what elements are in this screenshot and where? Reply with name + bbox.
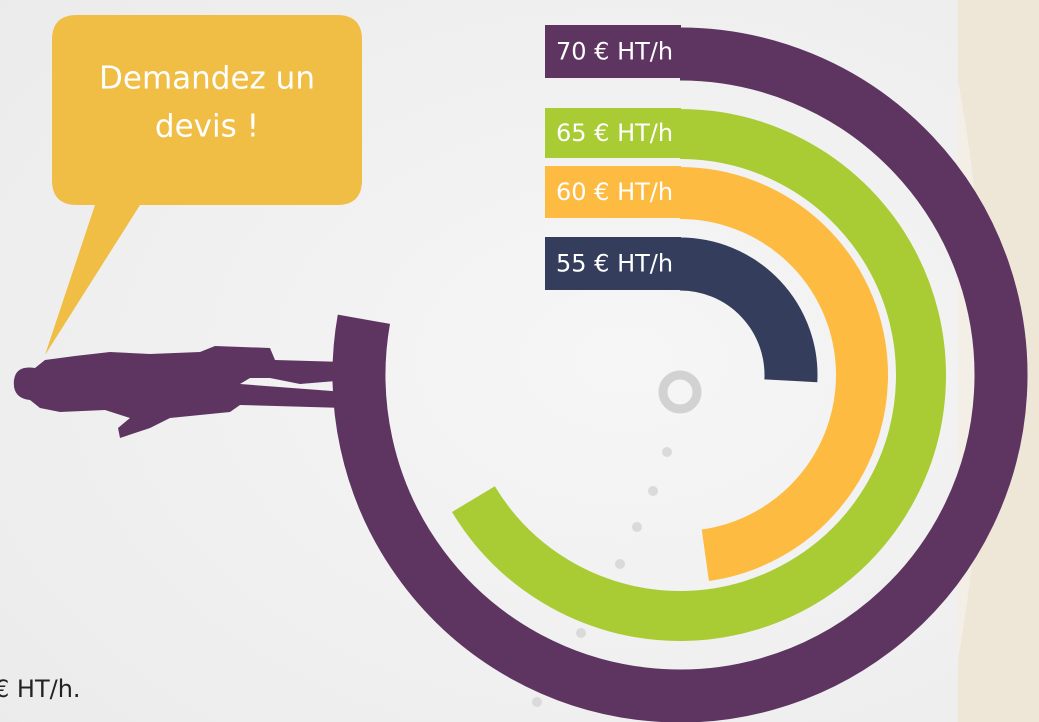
rate-label: 65 € HT/h <box>556 119 673 147</box>
page: 70 € HT/h 65 € HT/h 60 € HT/h 55 € HT/h Dem… <box>0 0 1039 722</box>
bubble-line: devis ! <box>155 109 259 145</box>
rate-label: 70 € HT/h <box>556 38 673 66</box>
dot <box>662 447 672 457</box>
footnote: € HT/h. <box>0 675 81 703</box>
dot <box>632 522 642 532</box>
dot <box>532 697 542 707</box>
rate-label: 60 € HT/h <box>556 178 673 206</box>
rate-label: 55 € HT/h <box>556 250 673 278</box>
infographic: 70 € HT/h 65 € HT/h 60 € HT/h 55 € HT/h Dem… <box>0 0 1039 722</box>
dot <box>615 559 625 569</box>
dot <box>648 486 658 496</box>
dot <box>576 628 586 638</box>
bubble-line: Demandez un <box>99 61 315 97</box>
